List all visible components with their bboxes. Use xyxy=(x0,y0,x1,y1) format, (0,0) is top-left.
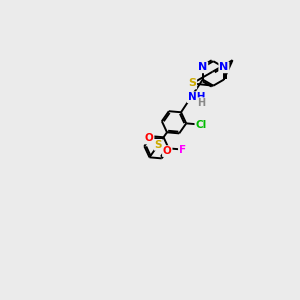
Text: S: S xyxy=(188,79,196,88)
Text: N: N xyxy=(198,62,207,72)
Text: Cl: Cl xyxy=(195,120,207,130)
Text: F: F xyxy=(179,145,186,154)
Text: N: N xyxy=(219,62,229,72)
Text: O: O xyxy=(163,146,172,156)
Text: S: S xyxy=(154,140,162,150)
Text: NH: NH xyxy=(188,92,205,102)
Text: H: H xyxy=(197,98,206,108)
Text: O: O xyxy=(145,134,154,143)
